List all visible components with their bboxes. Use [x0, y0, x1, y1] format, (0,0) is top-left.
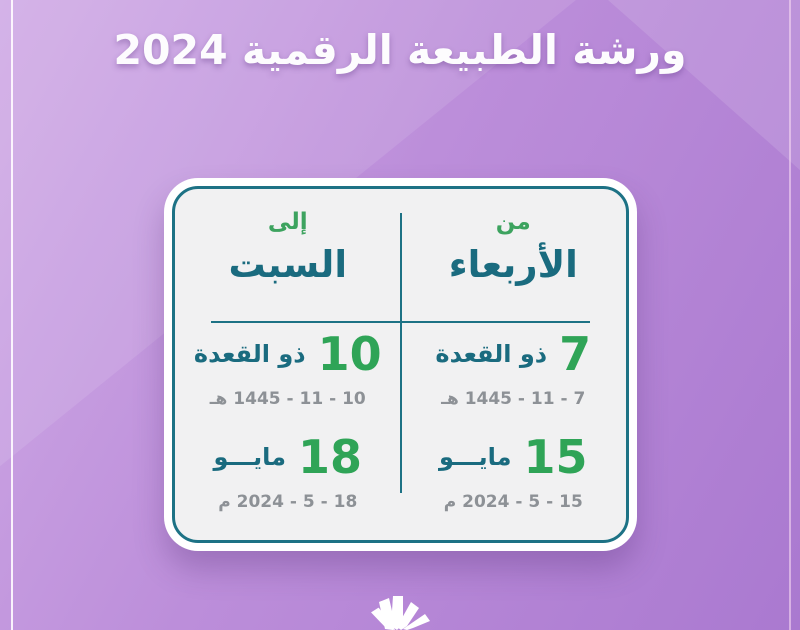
to-hijri-date-row: 10 ذو القعدة: [194, 331, 382, 377]
schedule-card: من الأربعاء 7 ذو القعدة 7 - 11 - 1445 هـ…: [164, 178, 637, 551]
from-gregorian-date-row: 15 مايـــو: [439, 434, 588, 480]
to-gregorian-day-number: 18: [298, 429, 363, 484]
to-gregorian-month-label: مايـــو: [213, 442, 287, 471]
from-hijri-date-row: 7 ذو القعدة: [435, 331, 591, 377]
column-from: من الأربعاء 7 ذو القعدة 7 - 11 - 1445 هـ…: [401, 189, 627, 540]
column-to: إلى السبت 10 ذو القعدة 10 - 11 - 1445 هـ…: [175, 189, 401, 540]
to-day-name: السبت: [228, 243, 348, 286]
from-hijri-month-label: ذو القعدة: [435, 339, 548, 368]
right-edge-accent-line: [789, 0, 791, 630]
from-gregorian-day-number: 15: [523, 429, 588, 484]
left-edge-accent-line: [11, 0, 13, 630]
page-title: ورشة الطبيعة الرقمية 2024: [113, 26, 687, 74]
from-gregorian-full-date: 15 - 5 - 2024 م: [443, 491, 583, 512]
from-gregorian-month-label: مايـــو: [438, 442, 512, 471]
to-hijri-full-date: 10 - 11 - 1445 هـ: [209, 388, 366, 409]
from-hijri-full-date: 7 - 11 - 1445 هـ: [441, 388, 586, 409]
from-day-name: الأربعاء: [448, 243, 578, 286]
from-label: من: [495, 209, 531, 235]
to-gregorian-date-row: 18 مايـــو: [213, 434, 362, 480]
palm-leaf-logo-icon: [335, 594, 455, 630]
from-hijri-day-number: 7: [559, 326, 592, 381]
horizontal-divider: [211, 321, 590, 323]
to-label: إلى: [267, 209, 308, 235]
to-gregorian-full-date: 18 - 5 - 2024 م: [218, 491, 358, 512]
to-hijri-month-label: ذو القعدة: [193, 339, 306, 368]
vertical-divider: [399, 213, 402, 493]
to-hijri-day-number: 10: [317, 326, 382, 381]
schedule-card-border: من الأربعاء 7 ذو القعدة 7 - 11 - 1445 هـ…: [172, 186, 629, 543]
